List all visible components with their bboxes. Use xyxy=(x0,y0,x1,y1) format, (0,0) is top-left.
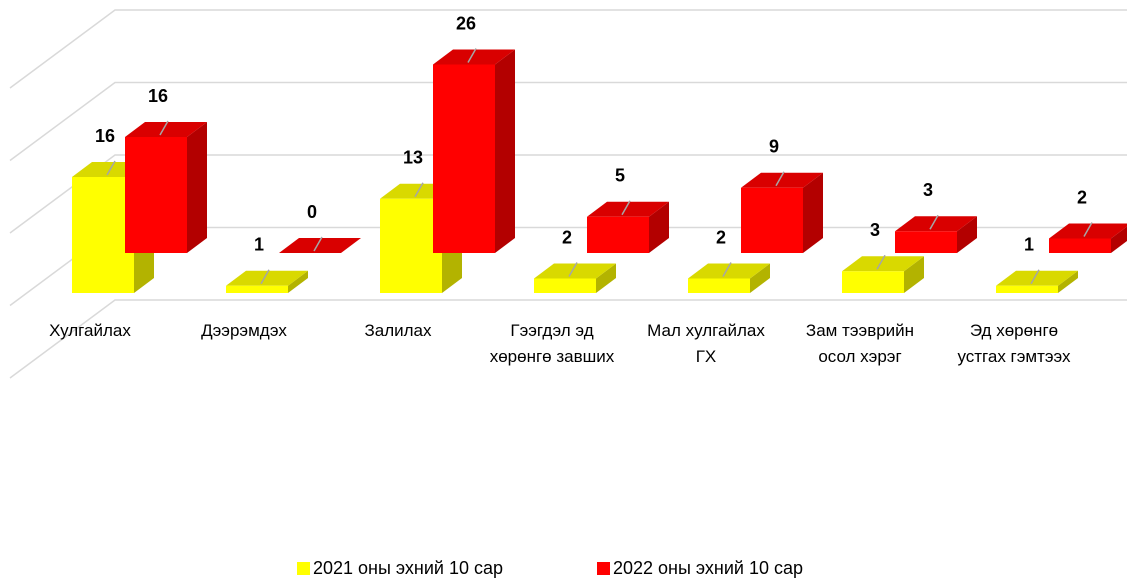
bar xyxy=(380,198,442,293)
bar-top xyxy=(279,238,361,253)
bar xyxy=(688,278,750,293)
bar-top xyxy=(433,49,515,65)
leader-line xyxy=(568,262,578,277)
leader-line xyxy=(876,254,886,270)
legend-item: 2021 оны эхний 10 сар xyxy=(297,558,503,579)
x-tick-label: Гээгдэл эд хөрөнгө завших xyxy=(489,321,615,366)
bar-top xyxy=(842,256,924,272)
data-label: 13 xyxy=(403,148,423,168)
bar-side xyxy=(904,256,924,293)
leader-line xyxy=(260,269,270,285)
leader-line xyxy=(929,214,939,230)
bar xyxy=(72,177,134,293)
grid-line xyxy=(9,154,1127,234)
bar-side xyxy=(596,263,616,293)
data-label: 16 xyxy=(148,86,168,106)
bar-top xyxy=(587,201,669,217)
leader-line xyxy=(467,48,477,63)
bar-side xyxy=(187,122,207,253)
bar xyxy=(895,231,957,253)
data-label: 3 xyxy=(870,220,880,240)
bar xyxy=(1049,238,1111,253)
bar-top xyxy=(741,172,823,188)
data-label: 1 xyxy=(1024,235,1034,255)
leader-line xyxy=(722,262,732,277)
x-tick-label: Зам тээврийн осол хэрэг xyxy=(805,321,915,366)
bar xyxy=(534,278,596,293)
bar-top xyxy=(895,216,977,232)
x-tick-label: Хулгайлах xyxy=(49,321,131,340)
leader-line xyxy=(106,160,116,176)
bar-side xyxy=(1111,226,1127,253)
data-label: 5 xyxy=(615,166,625,186)
bar xyxy=(125,137,187,253)
bar-side xyxy=(750,263,770,293)
bar-side xyxy=(495,49,515,253)
leader-line xyxy=(414,182,424,198)
bar xyxy=(842,271,904,293)
bar xyxy=(226,285,288,293)
grid-line xyxy=(9,299,1127,379)
leader-line xyxy=(621,200,631,216)
data-label: 9 xyxy=(769,137,779,157)
data-label: 2 xyxy=(562,227,572,247)
grid-line xyxy=(9,81,1127,162)
leader-line xyxy=(159,120,169,136)
bar xyxy=(433,64,495,253)
x-tick-label: Залилах xyxy=(364,321,432,340)
data-label: 2 xyxy=(716,227,726,247)
bar-top xyxy=(125,122,207,137)
bar-side xyxy=(649,201,669,253)
x-tick-label: Эд хөрөнгө устгах гэмтээх xyxy=(957,321,1071,366)
bar-side xyxy=(288,270,308,293)
legend-swatch xyxy=(597,562,610,575)
bar-side xyxy=(803,172,823,253)
data-label: 26 xyxy=(456,13,476,33)
data-label: 2 xyxy=(1077,187,1087,207)
data-label: 3 xyxy=(923,180,933,200)
leader-line xyxy=(313,236,323,252)
data-label: 1 xyxy=(254,235,264,255)
data-label: 0 xyxy=(307,202,317,222)
leader-line xyxy=(1030,269,1040,285)
bar-side xyxy=(957,216,977,253)
bar xyxy=(996,285,1058,293)
bar-top xyxy=(534,263,616,279)
legend-swatch xyxy=(297,562,310,575)
x-tick-label: Дээрэмдэх xyxy=(201,321,287,340)
x-tick-label: Мал хулгайлах ГХ xyxy=(647,321,765,366)
bar xyxy=(741,187,803,253)
bar-side xyxy=(1058,270,1078,293)
grid-line xyxy=(9,9,1127,89)
bar xyxy=(587,216,649,253)
legend-label: 2021 оны эхний 10 сар xyxy=(313,558,504,578)
bar-top xyxy=(226,270,308,286)
leader-line xyxy=(1083,222,1093,237)
data-label: 16 xyxy=(95,126,115,146)
legend-item: 2022 оны эхний 10 сар xyxy=(597,558,803,579)
legend-label: 2022 оны эхний 10 сар xyxy=(613,558,804,578)
leader-line xyxy=(775,171,785,187)
bar-top xyxy=(996,270,1078,286)
bar-top xyxy=(688,263,770,279)
